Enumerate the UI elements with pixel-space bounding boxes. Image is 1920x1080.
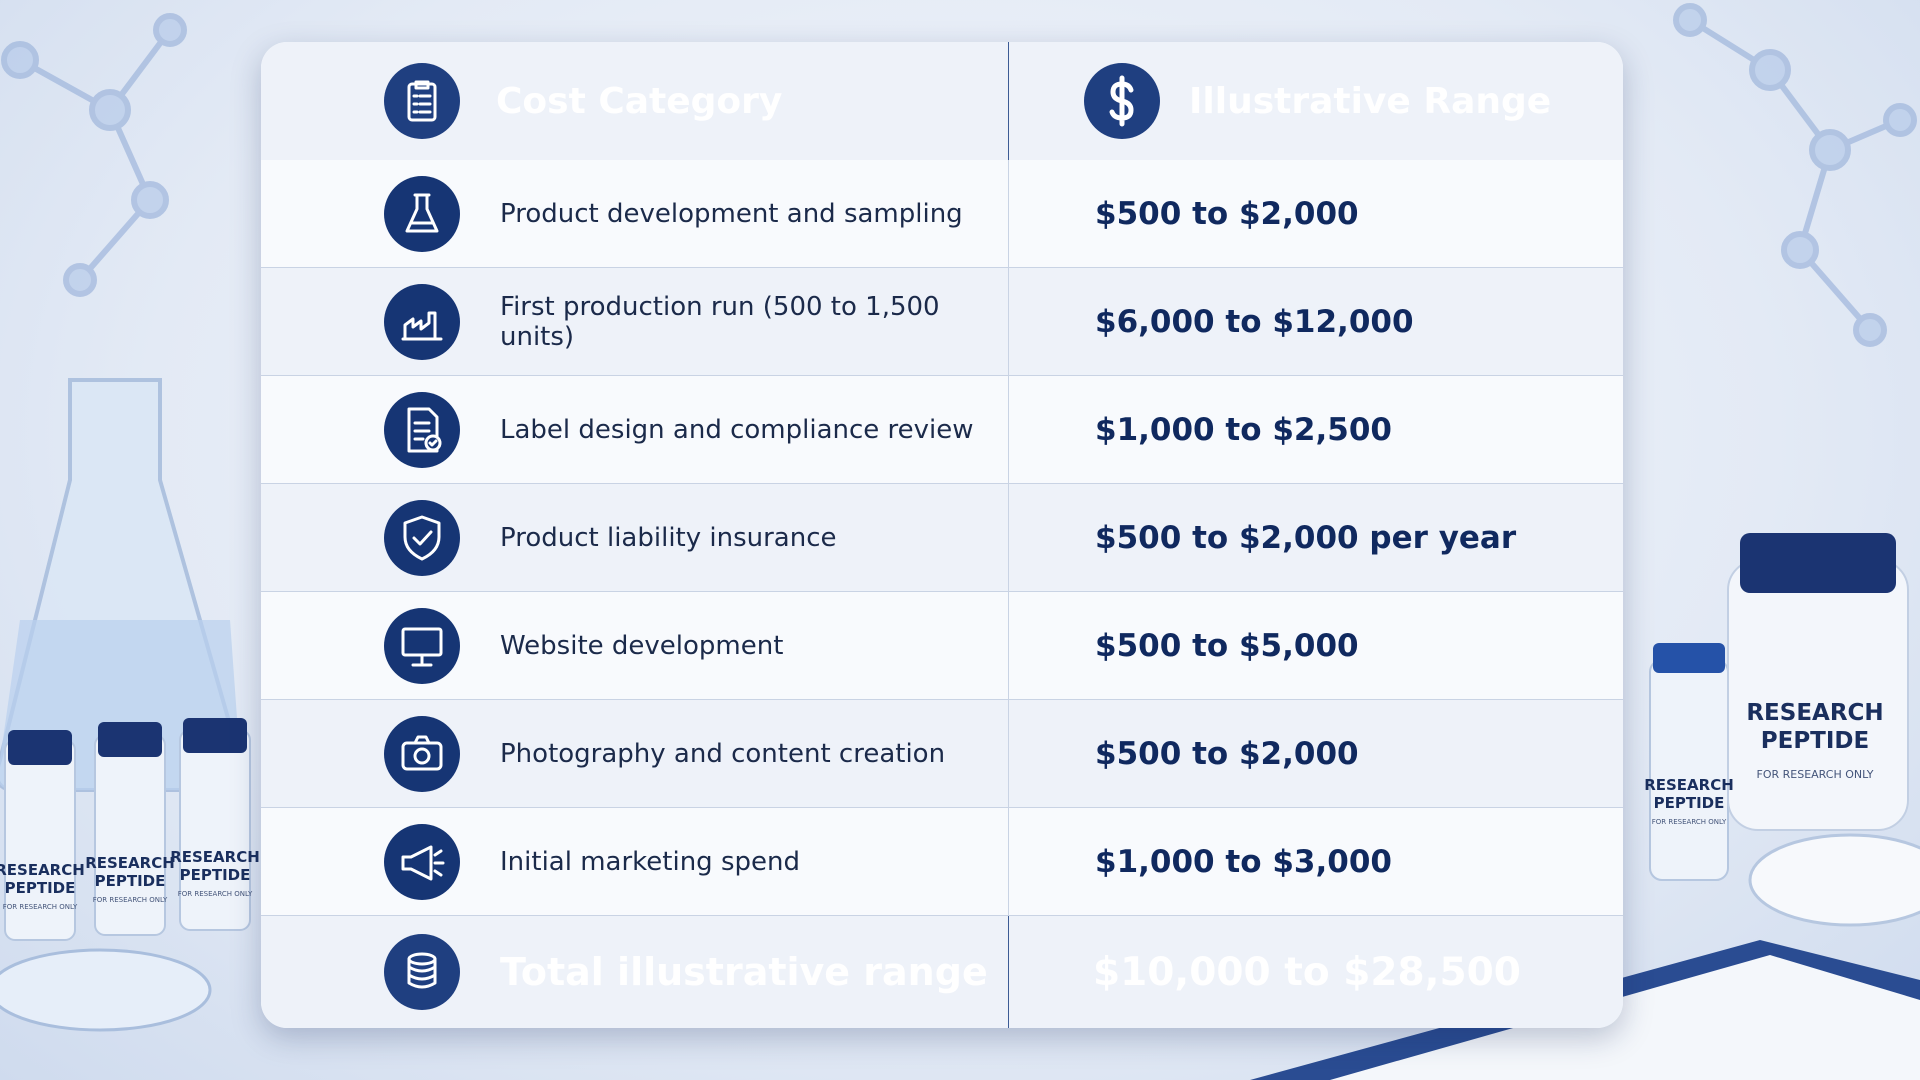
- cost-category: Label design and compliance review: [500, 414, 974, 445]
- vial-text: FOR RESEARCH ONLY: [93, 896, 168, 904]
- icon: [384, 63, 460, 139]
- table-row: Photography and content creation $500 to …: [261, 700, 1623, 808]
- table-cell: Product development and sampling: [261, 160, 1009, 267]
- cost-range: $6,000 to $12,000: [1095, 303, 1414, 340]
- vial-text: RESEARCH: [170, 848, 260, 866]
- table-cell: $10,000 to $28,500: [1009, 916, 1623, 1028]
- cost-category: Product development and sampling: [500, 198, 963, 229]
- table-row: Initial marketing spend $1,000 to $3,000: [261, 808, 1623, 916]
- vial-text: RESEARCH: [1644, 776, 1734, 794]
- total-row: Total illustrative range $10,000 to $28,5…: [261, 916, 1623, 1028]
- cost-category: Initial marketing spend: [500, 846, 800, 877]
- table-row: First production run (500 to 1,500 units…: [261, 268, 1623, 376]
- icon: [384, 175, 460, 252]
- table-cell: Website development: [261, 592, 1009, 699]
- table-cell: $500 to $5,000: [1009, 592, 1623, 699]
- vial-text: PEPTIDE: [1761, 728, 1869, 754]
- cost-range: $500 to $2,000: [1095, 735, 1359, 772]
- table-cell: $500 to $2,000 per year: [1009, 484, 1623, 591]
- cost-range: $500 to $5,000: [1095, 627, 1359, 664]
- cost-range: $1,000 to $2,500: [1095, 411, 1392, 448]
- cost-range: $500 to $2,000: [1095, 195, 1359, 232]
- icon: [384, 391, 460, 468]
- table-cell: Label design and compliance review: [261, 376, 1009, 483]
- icon: [384, 607, 460, 684]
- cost-category: Photography and content creation: [500, 738, 946, 769]
- table-cell: Total illustrative range: [261, 916, 1009, 1028]
- icon: [384, 823, 460, 900]
- table-row: Product liability insurance $500 to $2,00…: [261, 484, 1623, 592]
- icon: [384, 283, 460, 360]
- table-cell: $500 to $2,000: [1009, 160, 1623, 267]
- vial-text: PEPTIDE: [95, 872, 166, 890]
- vial-text: PEPTIDE: [1654, 794, 1725, 812]
- icon: [384, 715, 460, 792]
- vial-text: PEPTIDE: [180, 866, 251, 884]
- total-label: Total illustrative range: [500, 950, 988, 994]
- table-cell: $6,000 to $12,000: [1009, 268, 1623, 375]
- vial-text: RESEARCH: [85, 854, 175, 872]
- icon: [384, 499, 460, 576]
- vial-text: FOR RESEARCH ONLY: [3, 903, 78, 911]
- cost-table: Cost Category Illustrative Range Product d…: [261, 42, 1623, 1028]
- cost-category: Product liability insurance: [500, 522, 837, 553]
- table-cell: $1,000 to $3,000: [1009, 808, 1623, 915]
- cost-range: $500 to $2,000 per year: [1095, 519, 1517, 556]
- header-row: Cost Category Illustrative Range: [261, 42, 1623, 160]
- table-cell: Initial marketing spend: [261, 808, 1009, 915]
- table-row: Website development $500 to $5,000: [261, 592, 1623, 700]
- table-row: Label design and compliance review $1,000…: [261, 376, 1623, 484]
- table-cell: $500 to $2,000: [1009, 700, 1623, 807]
- total-range: $10,000 to $28,500: [1093, 949, 1521, 995]
- table-cell: Illustrative Range: [1009, 42, 1623, 160]
- header-text: Cost Category: [496, 80, 783, 122]
- table-cell: $1,000 to $2,500: [1009, 376, 1623, 483]
- vial-text: RESEARCH: [1746, 700, 1883, 726]
- vial-text: FOR RESEARCH ONLY: [178, 890, 253, 898]
- icon: [384, 934, 460, 1010]
- table-row: Product development and sampling $500 to …: [261, 160, 1623, 268]
- cost-category: Website development: [500, 630, 784, 661]
- table-cell: Photography and content creation: [261, 700, 1009, 807]
- cost-range: $1,000 to $3,000: [1095, 843, 1392, 880]
- vial-text: RESEARCH: [0, 861, 85, 879]
- icon: [1084, 63, 1160, 139]
- vial-text: FOR RESEARCH ONLY: [1652, 818, 1727, 826]
- cost-category: First production run (500 to 1,500 units…: [500, 291, 940, 352]
- table-cell: First production run (500 to 1,500 units…: [261, 268, 1009, 375]
- vial-text: PEPTIDE: [5, 879, 76, 897]
- header-text: Illustrative Range: [1189, 80, 1552, 122]
- table-cell: Cost Category: [261, 42, 1009, 160]
- table-cell: Product liability insurance: [261, 484, 1009, 591]
- vial-text: FOR RESEARCH ONLY: [1757, 768, 1874, 781]
